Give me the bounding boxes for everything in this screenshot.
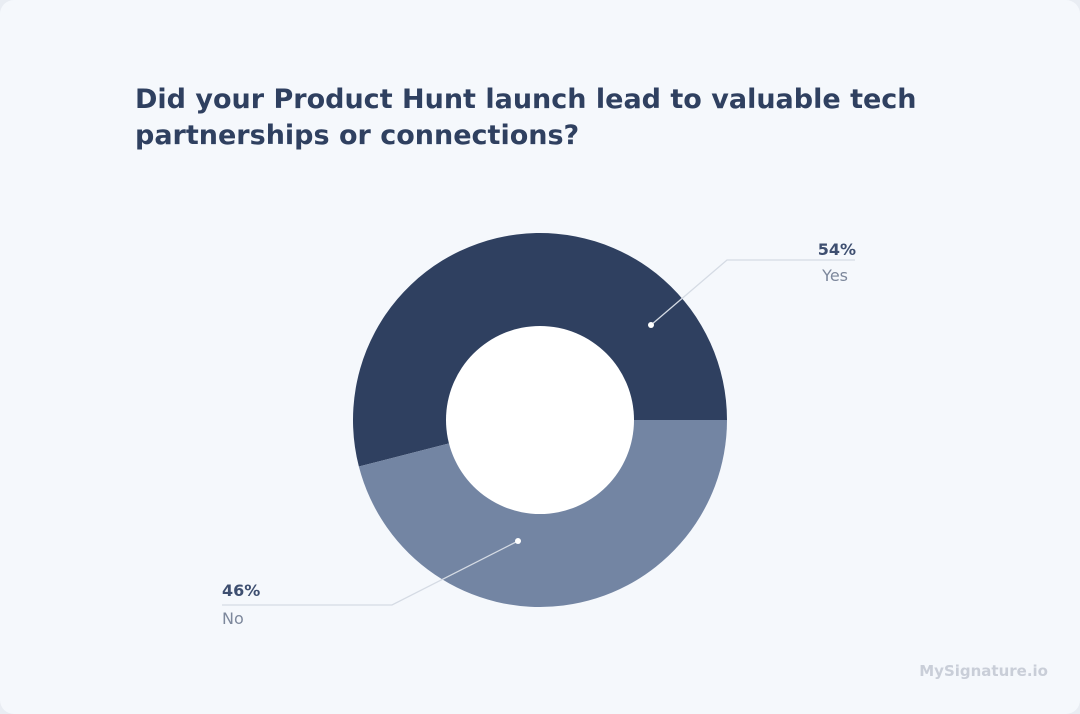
leader-dot-no (515, 538, 521, 544)
brand-logo: MySignature.io (919, 662, 1048, 680)
data-label-yes: Yes (822, 266, 848, 285)
leader-line-yes (650, 259, 855, 326)
data-label-yes-value: 54% (817, 240, 856, 259)
leader-line-no (222, 540, 519, 606)
leader-dot-yes (648, 322, 654, 328)
donut-hole (446, 326, 634, 514)
chart-title: Did your Product Hunt launch lead to val… (135, 84, 917, 151)
data-label-no-value: 46% (222, 581, 261, 600)
data-label-no: No (222, 609, 244, 628)
